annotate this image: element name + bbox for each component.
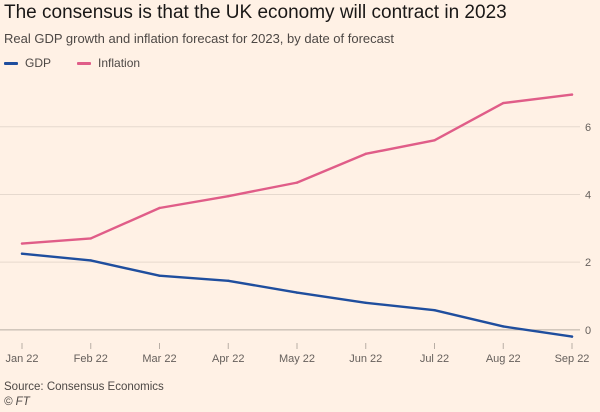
series-line-inflation	[20, 93, 574, 245]
legend: GDP Inflation	[4, 54, 140, 72]
series-line-gdp	[20, 252, 574, 338]
x-tick-label: Apr 22	[212, 353, 244, 365]
x-tick-label: Feb 22	[74, 353, 108, 365]
y-tick-label: 6	[585, 122, 591, 134]
source-note: Source: Consensus Economics	[4, 381, 164, 393]
copyright-note: © FT	[4, 396, 30, 408]
data-point-inflation	[158, 206, 161, 210]
data-point-gdp	[158, 274, 161, 277]
data-point-gdp	[227, 279, 230, 282]
data-point-gdp	[364, 301, 367, 304]
y-tick-label: 2	[585, 257, 591, 269]
data-point-inflation	[502, 101, 505, 105]
data-point-gdp	[89, 259, 92, 262]
data-point-gdp	[295, 291, 299, 294]
x-tick-label: Jul 22	[420, 353, 449, 365]
y-tick-label: 0	[585, 325, 591, 337]
data-point-inflation	[20, 242, 24, 245]
legend-label-inflation: Inflation	[98, 56, 141, 70]
x-tick-label: Jan 22	[5, 353, 38, 365]
x-tick-label: May 22	[279, 353, 315, 365]
x-tick-label: Sep 22	[555, 353, 590, 365]
legend-swatch-gdp	[4, 61, 18, 65]
legend-item-inflation: Inflation	[77, 56, 140, 70]
data-point-inflation	[227, 194, 230, 198]
data-point-inflation	[570, 93, 574, 96]
data-point-inflation	[433, 139, 436, 142]
data-point-gdp	[502, 325, 505, 328]
x-tick-label: Mar 22	[142, 353, 176, 365]
data-point-inflation	[364, 152, 367, 156]
data-point-gdp	[433, 309, 436, 312]
legend-item-gdp: GDP	[4, 56, 51, 70]
chart-subtitle: Real GDP growth and inflation forecast f…	[4, 31, 394, 46]
data-point-gdp	[20, 252, 24, 255]
data-point-gdp	[570, 335, 574, 338]
legend-label-gdp: GDP	[25, 56, 52, 70]
x-tick-label: Jun 22	[349, 353, 382, 365]
chart-title: The consensus is that the UK economy wil…	[4, 2, 507, 23]
y-tick-label: 4	[585, 189, 591, 201]
data-point-inflation	[89, 237, 92, 240]
data-point-inflation	[295, 181, 299, 184]
x-tick-label: Aug 22	[486, 353, 521, 365]
legend-swatch-inflation	[77, 61, 92, 65]
